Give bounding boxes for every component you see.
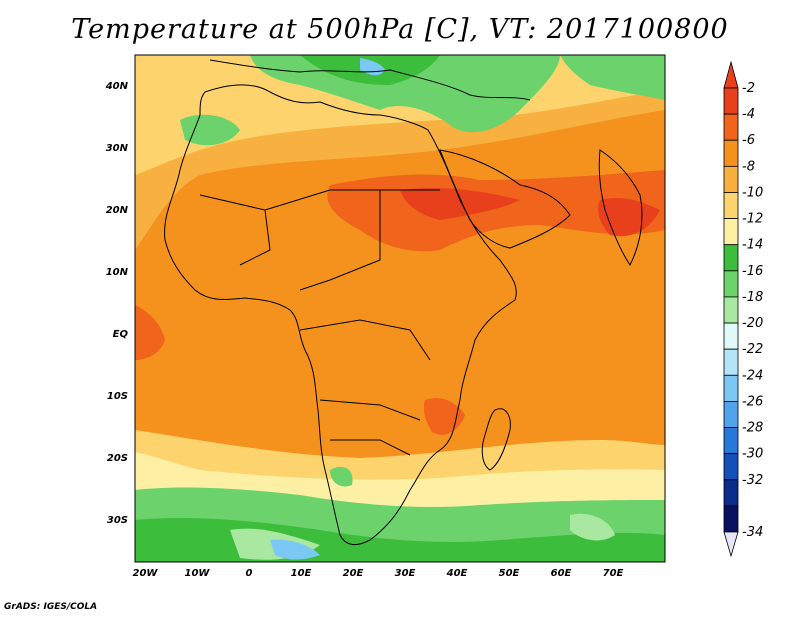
- colorbar-bottom-arrow: [723, 531, 739, 558]
- colorbar: -2 -4 -6 -8 -10 -12 -14 -16 -18 -20 -22 -24 -26 -28 -3…: [723, 60, 763, 558]
- lat-tick-label: 40N: [105, 81, 129, 92]
- lon-tick-label: 30E: [395, 568, 416, 579]
- colorbar-swatch: [723, 401, 739, 428]
- colorbar-swatch: [723, 270, 739, 298]
- colorbar-label: -14: [742, 238, 763, 253]
- colorbar-swatch: [723, 348, 739, 376]
- lon-tick-label: 20W: [133, 568, 159, 579]
- colorbar-swatch: [723, 113, 739, 141]
- coastlines: [164, 59, 643, 546]
- colorbar-swatch: [723, 218, 739, 246]
- lat-tick-label: 10S: [107, 391, 128, 402]
- lon-tick-label: 70E: [603, 568, 624, 579]
- colorbar-label: -6: [742, 133, 755, 148]
- colorbar-swatch: [723, 453, 739, 481]
- lon-tick-label: 50E: [499, 568, 520, 579]
- lon-tick-label: 40E: [446, 568, 468, 579]
- colorbar-swatch: [723, 244, 739, 272]
- lat-tick-label: 30S: [107, 515, 128, 526]
- lat-tick-label: 20S: [107, 453, 128, 464]
- colorbar-label: -32: [742, 473, 763, 488]
- colorbar-swatch: [723, 427, 739, 455]
- colorbar-label: -22: [742, 342, 763, 357]
- lat-tick-label: 10N: [106, 267, 129, 278]
- colorbar-swatch: [723, 165, 739, 193]
- lat-tick-label: EQ: [113, 329, 129, 340]
- map-title: Temperature at 500hPa [C], VT: 201710080…: [71, 14, 729, 45]
- colorbar-label: -4: [742, 107, 755, 122]
- colorbar-swatch: [723, 505, 739, 533]
- colorbar-label: -16: [742, 264, 763, 279]
- longitude-axis: 20W 10W 0 10E 20E 30E 40E 50E 60E 70E: [133, 568, 624, 579]
- colorbar-swatch: [723, 87, 739, 115]
- map-frame: [134, 54, 666, 563]
- lon-tick-label: 20E: [343, 568, 364, 579]
- colorbar-swatch: [723, 296, 739, 324]
- colorbar-label: -12: [742, 212, 763, 227]
- colorbar-swatch: [723, 322, 739, 350]
- colorbar-label: -10: [742, 185, 763, 200]
- colorbar-label: -30: [742, 447, 763, 462]
- colorbar-label: -8: [742, 159, 755, 174]
- colorbar-top-arrow: [723, 60, 739, 89]
- colorbar-label: -2: [742, 81, 755, 96]
- colorbar-label: -20: [742, 316, 763, 331]
- colorbar-label: -28: [742, 421, 763, 436]
- lon-tick-label: 10E: [291, 568, 312, 579]
- colorbar-label: -34: [742, 525, 763, 540]
- colorbar-swatch: [723, 479, 739, 507]
- credit-text: GrADS: IGES/COLA: [4, 602, 98, 612]
- lon-tick-label: 10W: [185, 568, 211, 579]
- colorbar-label: -24: [742, 368, 763, 383]
- colorbar-label: -26: [742, 394, 763, 409]
- lat-tick-label: 30N: [106, 143, 129, 154]
- colorbar-swatch: [723, 139, 739, 167]
- temperature-field: [135, 55, 665, 562]
- lat-tick-label: 20N: [106, 205, 129, 216]
- lon-tick-label: 60E: [551, 568, 572, 579]
- lon-tick-label: 0: [246, 568, 253, 579]
- colorbar-swatch: [723, 374, 739, 402]
- colorbar-swatch: [723, 192, 739, 219]
- latitude-axis: 40N 30N 20N 10N EQ 10S 20S 30S: [105, 81, 129, 526]
- colorbar-label: -18: [742, 290, 763, 305]
